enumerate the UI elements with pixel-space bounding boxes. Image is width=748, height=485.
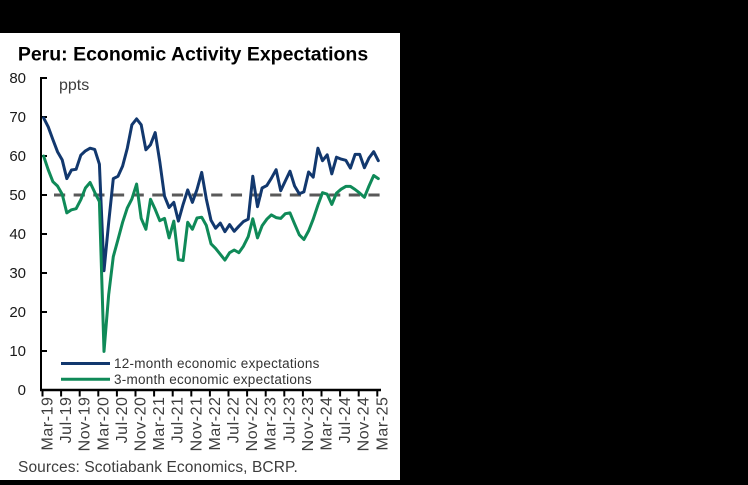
svg-text:Mar-19: Mar-19	[40, 397, 57, 451]
svg-text:Nov-23: Nov-23	[300, 397, 317, 452]
svg-text:70: 70	[9, 109, 26, 126]
svg-text:Jul-20: Jul-20	[114, 397, 131, 444]
svg-text:Jul-19: Jul-19	[58, 397, 75, 444]
svg-text:30: 30	[9, 265, 26, 282]
svg-text:Nov-20: Nov-20	[133, 397, 150, 452]
svg-text:Mar-24: Mar-24	[319, 397, 336, 451]
svg-text:Mar-22: Mar-22	[207, 397, 224, 451]
svg-text:10: 10	[9, 343, 26, 360]
svg-text:80: 80	[9, 70, 26, 87]
svg-text:Sources: Scotiabank Economics,: Sources: Scotiabank Economics, BCRP.	[18, 459, 298, 476]
svg-text:Nov-19: Nov-19	[77, 397, 94, 452]
svg-text:3-month economic expectations: 3-month economic expectations	[114, 372, 312, 387]
svg-text:50: 50	[9, 187, 26, 204]
svg-text:Jul-21: Jul-21	[170, 397, 187, 444]
svg-text:0: 0	[18, 382, 26, 399]
svg-text:Mar-21: Mar-21	[151, 397, 168, 451]
svg-text:20: 20	[9, 304, 26, 321]
svg-text:Peru: Economic Activity Expect: Peru: Economic Activity Expectations	[18, 44, 369, 66]
svg-text:Nov-21: Nov-21	[188, 397, 205, 452]
svg-text:Jul-22: Jul-22	[226, 397, 243, 444]
svg-text:12-month economic expectations: 12-month economic expectations	[114, 356, 320, 371]
svg-text:Mar-25: Mar-25	[374, 397, 391, 451]
svg-text:Jul-23: Jul-23	[281, 397, 298, 444]
svg-text:Jul-24: Jul-24	[337, 397, 354, 444]
svg-text:ppts: ppts	[59, 77, 89, 94]
svg-text:Mar-20: Mar-20	[95, 397, 112, 451]
svg-text:Mar-23: Mar-23	[263, 397, 280, 451]
svg-text:40: 40	[9, 226, 26, 243]
svg-text:60: 60	[9, 148, 26, 165]
svg-text:Nov-24: Nov-24	[356, 397, 373, 452]
svg-text:Nov-22: Nov-22	[244, 397, 261, 452]
